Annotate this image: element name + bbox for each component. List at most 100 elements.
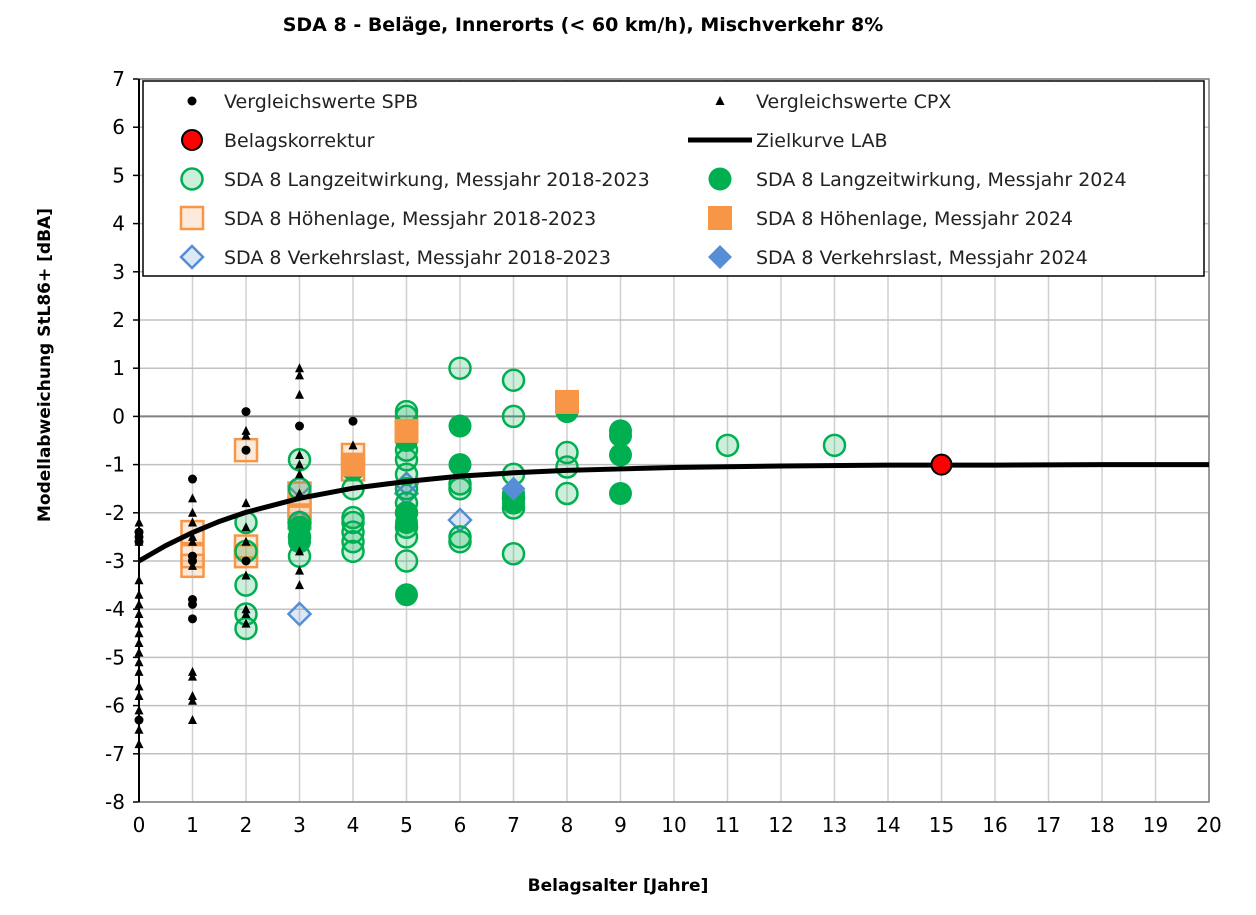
- data-point: [188, 507, 197, 517]
- data-point: [134, 628, 144, 638]
- x-tick-label: 5: [400, 813, 413, 837]
- data-point: [501, 542, 526, 566]
- x-tick-label: 3: [293, 813, 306, 837]
- data-point: [188, 715, 197, 725]
- data-point: [348, 440, 358, 450]
- legend-box: [142, 80, 1205, 277]
- x-tick-label: 14: [875, 813, 900, 837]
- x-tick-label: 7: [507, 813, 520, 837]
- data-point: [241, 609, 251, 619]
- x-tick-label: 12: [768, 813, 793, 837]
- legend-marker: [708, 245, 732, 269]
- data-point: [134, 517, 144, 527]
- x-tick-label: 18: [1089, 813, 1114, 837]
- legend-label: SDA 8 Höhenlage, Messjahr 2024: [756, 208, 1073, 230]
- data-point: [295, 565, 304, 575]
- data-point: [134, 637, 144, 647]
- data-point: [448, 356, 472, 380]
- data-point: [134, 536, 144, 546]
- data-point: [348, 416, 358, 426]
- data-point: [295, 459, 304, 469]
- data-point: [241, 430, 251, 440]
- data-point: [295, 389, 304, 399]
- data-point: [295, 363, 304, 373]
- data-point: [394, 549, 419, 573]
- legend-label: SDA 8 Verkehrslast, Messjahr 2018-2023: [224, 247, 611, 269]
- legend-label: SDA 8 Höhenlage, Messjahr 2018-2023: [224, 208, 596, 230]
- chart-title: SDA 8 - Beläge, Innerorts (< 60 km/h), M…: [282, 14, 884, 36]
- data-point: [555, 481, 579, 506]
- x-tick-label: 16: [982, 813, 1007, 837]
- data-point: [341, 539, 365, 564]
- y-tick-label: -5: [105, 645, 125, 669]
- y-tick-label: 4: [112, 212, 125, 236]
- legend-marker: [715, 96, 725, 105]
- legend-label: Belagskorrektur: [224, 130, 375, 152]
- data-point: [134, 681, 144, 691]
- data-point: [188, 536, 197, 546]
- data-point: [288, 530, 311, 554]
- data-point: [134, 618, 144, 628]
- data-point: [394, 418, 419, 443]
- data-point: [609, 443, 632, 467]
- y-tick-label: -8: [105, 790, 125, 814]
- y-tick-label: -3: [105, 549, 125, 573]
- legend-marker: [708, 167, 732, 191]
- data-point: [609, 482, 632, 506]
- y-tick-label: -4: [105, 597, 125, 621]
- y-tick-label: 6: [112, 115, 125, 139]
- y-tick-label: -2: [105, 501, 125, 525]
- x-tick-label: 11: [715, 813, 740, 837]
- y-tick-label: -7: [105, 742, 125, 766]
- x-tick-label: 8: [561, 813, 574, 837]
- data-point: [188, 671, 197, 681]
- data-point: [501, 404, 526, 429]
- legend-marker: [187, 96, 197, 106]
- data-point: [295, 546, 304, 556]
- data-point: [241, 425, 251, 435]
- legend-label: Vergleichswerte CPX: [756, 91, 951, 113]
- data-point: [241, 445, 251, 455]
- data-point: [341, 452, 365, 477]
- data-point: [241, 536, 251, 546]
- data-point: [241, 407, 251, 417]
- data-point: [448, 453, 472, 477]
- legend-marker: [708, 206, 732, 230]
- data-point: [241, 618, 251, 628]
- data-point: [502, 491, 525, 515]
- y-tick-label: 7: [112, 67, 125, 91]
- x-tick-label: 1: [186, 813, 199, 837]
- data-point: [188, 474, 197, 484]
- data-point: [715, 433, 740, 458]
- x-tick-label: 19: [1143, 813, 1168, 837]
- data-point: [134, 690, 144, 700]
- target-curve-line: [137, 462, 1209, 564]
- legend-label: SDA 8 Langzeitwirkung, Messjahr 2018-202…: [224, 169, 650, 191]
- data-point: [555, 455, 579, 479]
- data-point: [134, 575, 144, 585]
- data-point: [188, 560, 197, 570]
- data-point: [295, 421, 304, 431]
- data-point: [930, 453, 953, 476]
- data-point: [241, 604, 251, 614]
- legend-marker: [180, 167, 204, 191]
- data-point: [241, 556, 251, 566]
- data-point: [134, 724, 144, 734]
- data-point: [295, 469, 304, 479]
- data-point: [395, 510, 418, 534]
- legend-marker: [179, 244, 205, 270]
- x-tick-label: 2: [240, 813, 253, 837]
- data-point: [134, 715, 144, 725]
- x-tick-label: 13: [822, 813, 847, 837]
- x-tick-label: 17: [1036, 813, 1061, 837]
- data-point: [295, 488, 304, 498]
- legend-label: SDA 8 Langzeitwirkung, Messjahr 2024: [756, 169, 1127, 191]
- data-point: [188, 695, 197, 705]
- data-point: [188, 517, 197, 527]
- data-point: [295, 580, 304, 590]
- data-point: [555, 389, 579, 414]
- legend-marker: [181, 129, 203, 151]
- data-point: [134, 599, 144, 609]
- data-point: [395, 583, 418, 607]
